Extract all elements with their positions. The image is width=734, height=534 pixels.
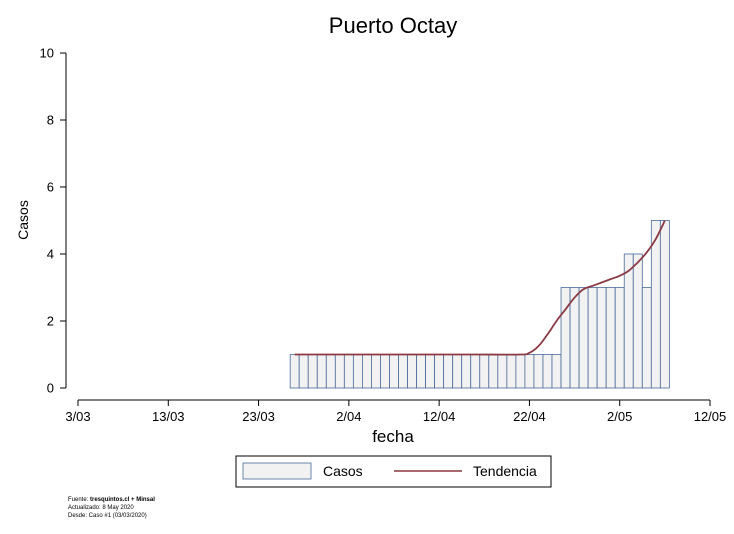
x-tick-label-3: 2/04 <box>336 409 361 424</box>
bar-casos-2 <box>307 354 318 389</box>
y-axis-title: Casos <box>15 200 31 240</box>
bar-casos-11 <box>389 354 399 389</box>
source-name: tresquintos.cl + Minsal <box>90 497 155 503</box>
bar-casos-24 <box>506 354 517 389</box>
bar-casos-0 <box>289 354 300 389</box>
bar-casos-38 <box>632 253 643 389</box>
bar-casos-4 <box>325 354 336 389</box>
bar-casos-39 <box>641 287 652 389</box>
legend: Casos Tendencia <box>235 455 552 488</box>
bar-casos-32 <box>578 287 589 389</box>
bar-casos-8 <box>361 354 372 389</box>
x-tick-label-6: 2/05 <box>607 409 632 424</box>
bar-casos-12 <box>398 354 408 389</box>
x-tick-label-5: 22/04 <box>513 409 546 424</box>
bar-casos-36 <box>614 287 625 389</box>
bar-casos-3 <box>316 354 327 389</box>
x-tick-label-4: 12/04 <box>423 409 456 424</box>
bar-casos-37 <box>623 253 634 389</box>
trend-line <box>294 220 666 356</box>
bar-casos-30 <box>560 287 571 389</box>
bar-casos-15 <box>425 354 436 389</box>
bar-casos-23 <box>497 354 508 389</box>
bar-casos-35 <box>605 287 616 389</box>
x-tick-label-1: 13/03 <box>152 409 185 424</box>
updated-line: Actualizado: 8 May 2020 <box>68 505 134 511</box>
bar-casos-27 <box>533 354 544 389</box>
y-tick-label-1: 2 <box>47 314 54 329</box>
y-ticks: 0 2 4 6 8 10 <box>40 46 66 396</box>
bar-casos-1 <box>298 354 309 389</box>
bar-casos-18 <box>452 354 463 389</box>
bar-casos-34 <box>596 287 607 389</box>
bar-casos-13 <box>407 354 417 389</box>
bar-casos-7 <box>352 354 363 389</box>
legend-tendencia-label: Tendencia <box>473 463 537 479</box>
bar-casos-33 <box>587 287 598 389</box>
y-tick-label-4: 8 <box>47 113 54 128</box>
x-ticks: 3/03 13/03 23/03 2/04 12/04 22/04 2/05 12/05 <box>65 400 726 424</box>
chart-title: Puerto Octay <box>329 13 457 38</box>
y-tick-label-2: 4 <box>47 247 54 262</box>
y-tick-label-3: 6 <box>47 180 54 195</box>
bar-casos-17 <box>443 354 454 389</box>
since-line: Desde: Caso #1 (03/03/2020) <box>68 513 147 519</box>
bar-casos-21 <box>479 354 490 389</box>
y-tick-label-5: 10 <box>40 46 54 61</box>
y-tick-label-0: 0 <box>47 381 54 396</box>
trend-line-layer <box>294 220 666 356</box>
source-note: Fuente: tresquintos.cl + Minsal Actualiz… <box>68 497 155 519</box>
legend-casos-swatch <box>242 462 312 480</box>
bars-layer <box>289 220 670 389</box>
x-tick-label-0: 3/03 <box>65 409 90 424</box>
bar-casos-29 <box>551 354 562 389</box>
x-tick-label-7: 12/05 <box>694 409 727 424</box>
bar-casos-22 <box>488 354 499 389</box>
bar-casos-6 <box>343 354 354 389</box>
bar-casos-20 <box>470 354 481 389</box>
bar-casos-5 <box>334 354 345 389</box>
bar-casos-26 <box>524 354 535 389</box>
source-line: Fuente: tresquintos.cl + Minsal <box>68 497 155 503</box>
bar-casos-41 <box>659 220 670 389</box>
bar-casos-9 <box>371 354 381 389</box>
bar-casos-10 <box>380 354 390 389</box>
bar-casos-25 <box>515 354 526 389</box>
bar-casos-16 <box>434 354 445 389</box>
bar-casos-28 <box>542 354 553 389</box>
x-tick-label-2: 23/03 <box>242 409 275 424</box>
bar-casos-14 <box>416 354 427 389</box>
x-axis-title: fecha <box>372 427 414 446</box>
bar-casos-19 <box>461 354 472 389</box>
legend-casos-label: Casos <box>323 463 363 479</box>
source-prefix: Fuente: <box>68 497 90 503</box>
